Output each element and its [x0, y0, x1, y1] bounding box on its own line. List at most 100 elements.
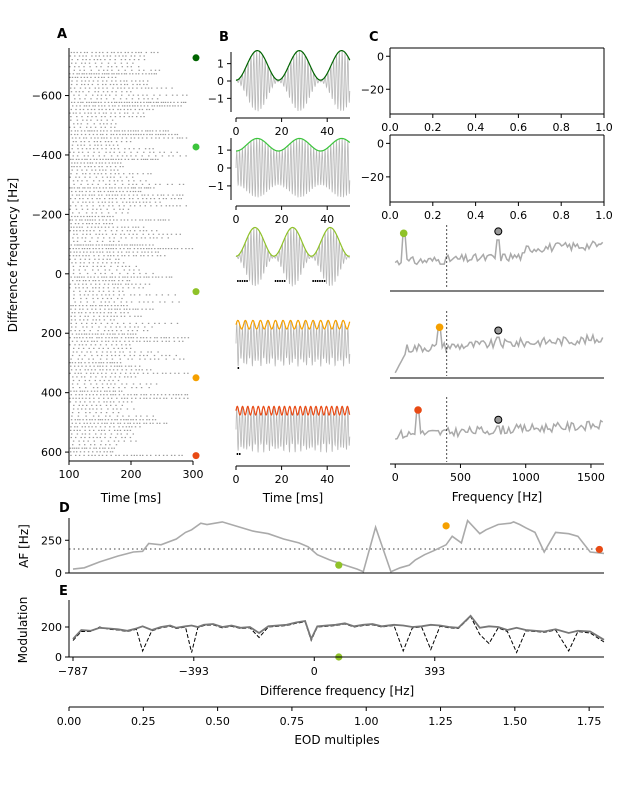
raster-spike [93, 123, 95, 125]
raster-spike [115, 190, 118, 193]
raster-spike [128, 340, 130, 342]
raster-spike [102, 112, 105, 114]
raster-spike [95, 426, 97, 428]
raster-spike [110, 141, 113, 143]
raster-spike [76, 433, 79, 435]
raster-spike [140, 315, 142, 317]
raster-spike [161, 155, 164, 157]
raster-spike [152, 148, 154, 150]
raster-spike [139, 80, 141, 82]
raster-spike [75, 333, 78, 335]
raster-spike [111, 187, 113, 189]
raster-spike [90, 126, 92, 128]
raster-spike [134, 205, 136, 207]
raster-spike [175, 394, 177, 396]
raster-spike [120, 219, 122, 221]
raster-spike [75, 401, 77, 403]
raster-spike [104, 101, 106, 103]
raster-spike [98, 194, 100, 196]
raster-spike [109, 401, 112, 403]
raster-spike [74, 98, 76, 100]
raster-spike [102, 387, 104, 389]
raster-spike [139, 83, 141, 86]
raster-spike [93, 130, 96, 132]
raster-spike [93, 401, 95, 403]
trace-spike [321, 280, 323, 282]
raster-spike [84, 87, 87, 89]
raster-spike [94, 219, 96, 221]
raster-spike [139, 230, 141, 232]
raster-spike [107, 190, 109, 193]
raster-spike [154, 337, 156, 339]
raster-spike [136, 158, 139, 160]
raster-spike [105, 219, 108, 221]
raster-spike [107, 62, 110, 64]
raster-spike [113, 51, 115, 54]
raster-spike [81, 276, 83, 278]
raster-spike [69, 230, 71, 232]
raster-spike [137, 372, 139, 374]
raster-spike [83, 105, 86, 107]
raster-spike [98, 315, 101, 317]
raster-spike [87, 451, 90, 453]
raster-spike [85, 290, 87, 292]
raster-spike [113, 347, 115, 349]
raster-spike [120, 337, 123, 339]
raster-spike [100, 272, 102, 275]
raster-spike [79, 198, 81, 200]
raster-spike [114, 183, 116, 185]
raster-spike [171, 133, 173, 136]
raster-spike [106, 215, 109, 218]
raster-spike [118, 454, 120, 456]
spectrum-peak-marker [435, 323, 444, 332]
raster-spike [75, 176, 77, 178]
raster-spike [141, 369, 143, 371]
raster-spike [154, 248, 156, 250]
raster-spike [76, 116, 78, 118]
raster-spike [86, 162, 89, 164]
raster-spike [105, 412, 108, 414]
raster-spike [83, 451, 86, 453]
raster-spike [87, 454, 90, 456]
raster-spike [95, 244, 98, 246]
raster-spike [143, 354, 145, 357]
raster-spike [119, 133, 121, 136]
raster-spike [87, 183, 89, 185]
raster-spike [103, 130, 105, 132]
raster-spike [116, 415, 119, 417]
raster-spike [92, 201, 94, 203]
raster-spike [87, 151, 89, 153]
raster-spike [171, 397, 173, 399]
raster-spike [91, 354, 93, 357]
raster-spike [76, 426, 79, 428]
raster-spike [73, 51, 75, 54]
raster-spike [75, 397, 77, 399]
raster-spike [106, 123, 108, 125]
raster-spike [106, 315, 109, 317]
raster-spike [109, 108, 111, 111]
raster-spike [73, 447, 76, 449]
raster-spike [95, 283, 97, 285]
raster-spike [114, 337, 116, 339]
raster-spike [91, 223, 93, 225]
raster-spike [74, 308, 77, 310]
raster-spike [123, 73, 126, 75]
raster-spike [109, 451, 112, 453]
raster-spike [78, 312, 80, 314]
raster-spike [124, 276, 126, 278]
raster-spike [94, 272, 96, 275]
raster-spike [117, 440, 120, 442]
raster-spike [87, 294, 89, 296]
raster-spike [128, 87, 130, 89]
raster-spike [114, 126, 116, 128]
raster-spike [126, 397, 129, 399]
raster-spike [122, 262, 125, 264]
raster-spike [133, 287, 135, 289]
raster-spike [179, 194, 181, 196]
raster-spike [165, 372, 167, 374]
raster-spike [89, 412, 91, 414]
raster-spike [84, 176, 86, 178]
spectrum-eod-marker [494, 415, 503, 424]
raster-spike [132, 383, 135, 385]
raster-spike [177, 337, 179, 339]
